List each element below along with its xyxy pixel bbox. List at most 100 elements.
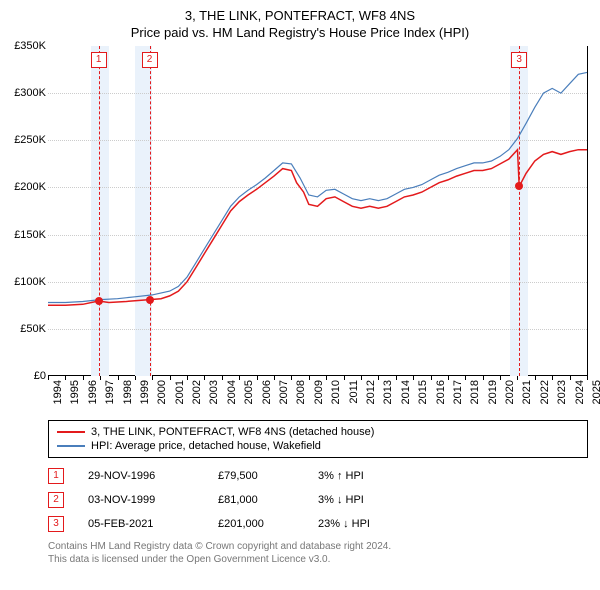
x-tick-mark xyxy=(291,376,292,380)
legend-item: 3, THE LINK, PONTEFRACT, WF8 4NS (detach… xyxy=(57,425,579,439)
x-tick-mark xyxy=(431,376,432,380)
sales-table: 1 29-NOV-1996£79,5003% ↑ HPI 2 03-NOV-1999£… xyxy=(48,464,588,536)
x-tick-label: 2025 xyxy=(591,380,600,404)
x-tick-mark xyxy=(309,376,310,380)
x-tick-label: 2011 xyxy=(348,380,360,404)
x-tick-mark xyxy=(517,376,518,380)
y-tick-label: £350K xyxy=(2,40,46,52)
legend-item: HPI: Average price, detached house, Wake… xyxy=(57,439,579,453)
y-tick-label: £200K xyxy=(2,181,46,193)
x-tick-label: 2006 xyxy=(261,380,273,404)
y-tick-label: £0 xyxy=(2,370,46,382)
x-tick-mark xyxy=(204,376,205,380)
x-tick-mark xyxy=(187,376,188,380)
x-tick-mark xyxy=(378,376,379,380)
x-tick-label: 2016 xyxy=(435,380,447,404)
x-tick-label: 2019 xyxy=(487,380,499,404)
x-tick-label: 2023 xyxy=(556,380,568,404)
x-tick-label: 2018 xyxy=(469,380,481,404)
legend-swatch xyxy=(57,431,85,433)
x-tick-label: 2009 xyxy=(313,380,325,404)
x-tick-mark xyxy=(100,376,101,380)
x-tick-mark xyxy=(465,376,466,380)
x-tick-mark xyxy=(170,376,171,380)
legend-box: 3, THE LINK, PONTEFRACT, WF8 4NS (detach… xyxy=(48,420,588,458)
y-tick-label: £50K xyxy=(2,323,46,335)
x-tick-mark xyxy=(135,376,136,380)
sale-price: £201,000 xyxy=(218,518,318,530)
x-tick-label: 1996 xyxy=(87,380,99,404)
x-tick-label: 2008 xyxy=(295,380,307,404)
plot-area: £0£50K£100K£150K£200K£250K£300K£350K1994… xyxy=(48,46,588,376)
x-tick-label: 2022 xyxy=(539,380,551,404)
x-tick-label: 1997 xyxy=(104,380,116,404)
sale-number-box: 1 xyxy=(48,468,64,484)
sale-row: 2 03-NOV-1999£81,0003% ↓ HPI xyxy=(48,488,588,512)
footnote-line: This data is licensed under the Open Gov… xyxy=(48,553,588,566)
x-tick-mark xyxy=(274,376,275,380)
y-tick-label: £300K xyxy=(2,87,46,99)
x-tick-mark xyxy=(570,376,571,380)
sale-diff: 23% ↓ HPI xyxy=(318,518,438,530)
x-tick-label: 2012 xyxy=(365,380,377,404)
x-tick-label: 1998 xyxy=(122,380,134,404)
sale-point xyxy=(146,296,154,304)
x-tick-label: 2000 xyxy=(156,380,168,404)
chart-container: 3, THE LINK, PONTEFRACT, WF8 4NS Price p… xyxy=(0,0,600,590)
x-tick-mark xyxy=(239,376,240,380)
y-tick-label: £150K xyxy=(2,229,46,241)
y-tick-label: £250K xyxy=(2,134,46,146)
x-tick-label: 2002 xyxy=(191,380,203,404)
x-tick-label: 2020 xyxy=(504,380,516,404)
sale-date: 05-FEB-2021 xyxy=(88,518,218,530)
series-property xyxy=(48,150,587,306)
x-tick-label: 2014 xyxy=(400,380,412,404)
sale-price: £79,500 xyxy=(218,470,318,482)
sale-date: 29-NOV-1996 xyxy=(88,470,218,482)
legend-label: 3, THE LINK, PONTEFRACT, WF8 4NS (detach… xyxy=(91,426,374,438)
x-tick-label: 2007 xyxy=(278,380,290,404)
x-tick-label: 2001 xyxy=(174,380,186,404)
legend-swatch xyxy=(57,445,85,447)
x-tick-mark xyxy=(587,376,588,380)
x-tick-mark xyxy=(48,376,49,380)
x-tick-label: 2015 xyxy=(417,380,429,404)
sale-diff: 3% ↑ HPI xyxy=(318,470,438,482)
x-tick-mark xyxy=(535,376,536,380)
x-tick-label: 2005 xyxy=(243,380,255,404)
sale-number-box: 3 xyxy=(48,516,64,532)
legend-label: HPI: Average price, detached house, Wake… xyxy=(91,440,321,452)
x-tick-mark xyxy=(413,376,414,380)
x-tick-mark xyxy=(344,376,345,380)
x-tick-mark xyxy=(326,376,327,380)
series-svg xyxy=(48,46,587,376)
x-tick-label: 1995 xyxy=(69,380,81,404)
sale-price: £81,000 xyxy=(218,494,318,506)
footnote: Contains HM Land Registry data © Crown c… xyxy=(48,540,588,566)
x-tick-label: 2013 xyxy=(382,380,394,404)
sale-date: 03-NOV-1999 xyxy=(88,494,218,506)
y-tick-label: £100K xyxy=(2,276,46,288)
x-tick-mark xyxy=(152,376,153,380)
x-tick-mark xyxy=(65,376,66,380)
x-tick-mark xyxy=(552,376,553,380)
x-tick-label: 2024 xyxy=(574,380,586,404)
x-tick-mark xyxy=(448,376,449,380)
x-tick-mark xyxy=(500,376,501,380)
x-tick-mark xyxy=(83,376,84,380)
x-tick-mark xyxy=(257,376,258,380)
x-tick-mark xyxy=(483,376,484,380)
x-tick-label: 1994 xyxy=(52,380,64,404)
sale-number-box: 2 xyxy=(48,492,64,508)
footnote-line: Contains HM Land Registry data © Crown c… xyxy=(48,540,588,553)
sale-row: 3 05-FEB-2021£201,00023% ↓ HPI xyxy=(48,512,588,536)
sale-point xyxy=(95,297,103,305)
x-tick-mark xyxy=(361,376,362,380)
x-tick-label: 2010 xyxy=(330,380,342,404)
series-hpi xyxy=(48,72,587,302)
x-tick-label: 2003 xyxy=(208,380,220,404)
x-tick-mark xyxy=(396,376,397,380)
x-tick-label: 2004 xyxy=(226,380,238,404)
sale-row: 1 29-NOV-1996£79,5003% ↑ HPI xyxy=(48,464,588,488)
sale-diff: 3% ↓ HPI xyxy=(318,494,438,506)
